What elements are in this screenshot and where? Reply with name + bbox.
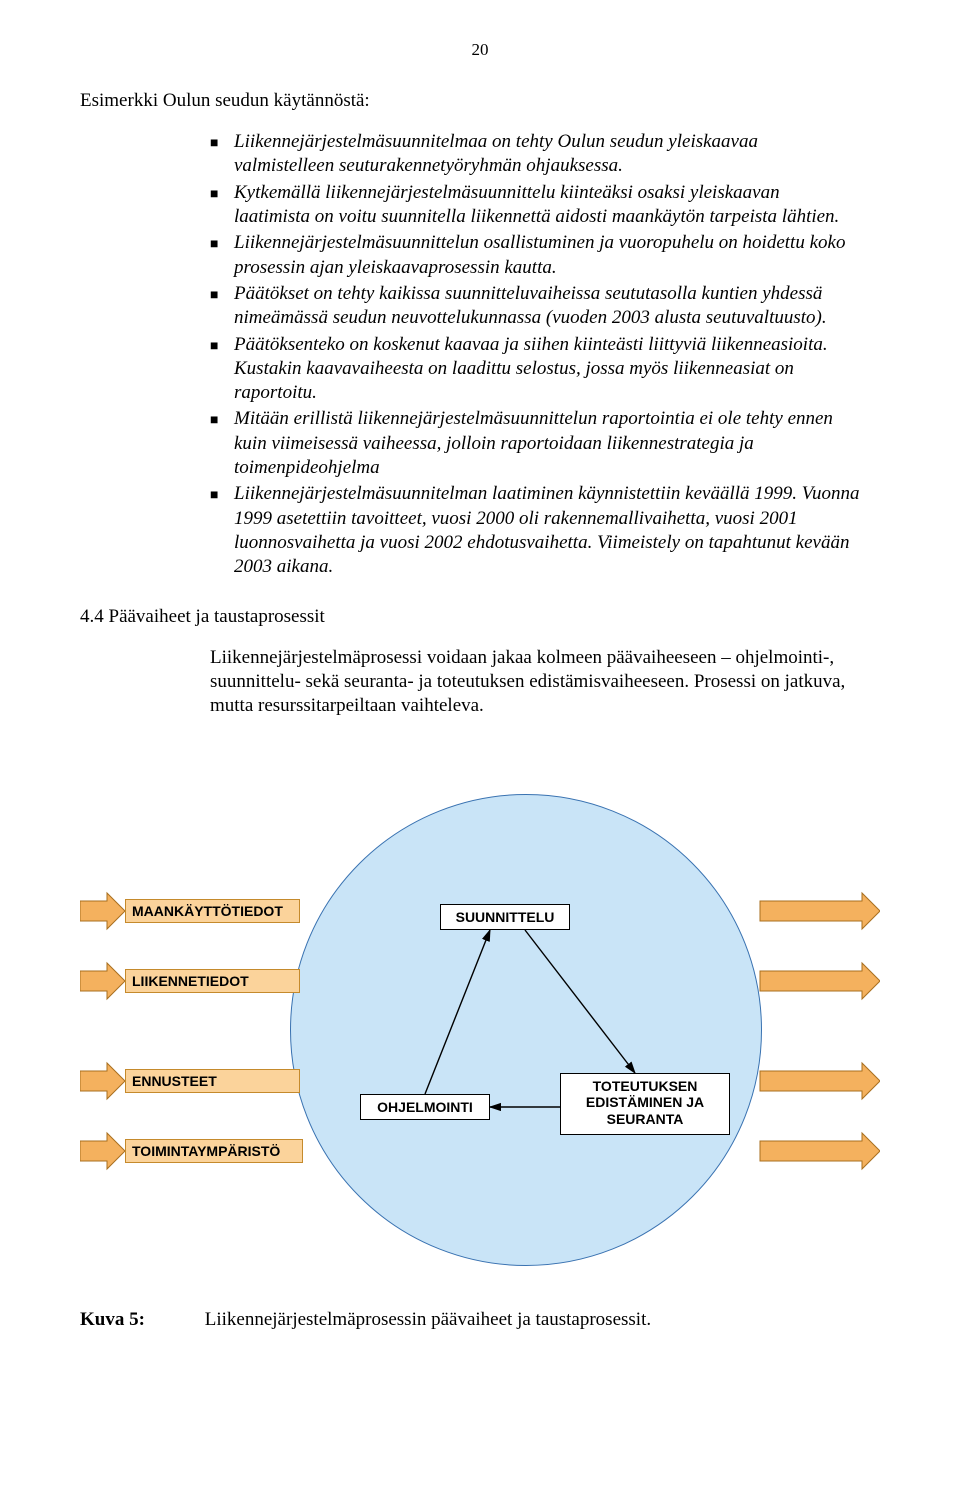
- figure-label: Kuva 5:: [80, 1309, 200, 1331]
- bullet-marker-icon: ■: [210, 231, 234, 280]
- bullet-item: ■Liikennejärjestelmäsuunnittelun osallis…: [210, 231, 860, 280]
- page-number: 20: [80, 40, 880, 60]
- process-diagram: MAANKÄYTTÖTIEDOT LIIKENNETIEDOT ENNUSTEET T…: [80, 749, 880, 1269]
- diagram-input-box: TOIMINTAYMPÄRISTÖ: [125, 1139, 303, 1164]
- page: 20 Esimerkki Oulun seudun käytännöstä: ■…: [0, 0, 960, 1371]
- diagram-input-box: MAANKÄYTTÖTIEDOT: [125, 899, 300, 924]
- diagram-input-box: LIIKENNETIEDOT: [125, 969, 300, 994]
- subsection-heading: 4.4 Päävaiheet ja taustaprosessit: [80, 606, 880, 628]
- bullet-text: Liikennejärjestelmäsuunnitelmaa on tehty…: [234, 130, 860, 179]
- body-paragraph: Liikennejärjestelmäprosessi voidaan jaka…: [210, 646, 860, 719]
- bullet-text: Päätöksenteko on koskenut kaavaa ja siih…: [234, 333, 860, 406]
- example-heading: Esimerkki Oulun seudun käytännöstä:: [80, 90, 880, 112]
- bullet-text: Kytkemällä liikennejärjestelmäsuunnittel…: [234, 181, 860, 230]
- bullet-item: ■Kytkemällä liikennejärjestelmäsuunnitte…: [210, 181, 860, 230]
- bullet-text: Liikennejärjestelmäsuunnitelman laatimin…: [234, 482, 860, 579]
- diagram-node-toteutus: TOTEUTUKSENEDISTÄMINEN JASEURANTA: [560, 1073, 730, 1135]
- bullet-item: ■Päätöksenteko on koskenut kaavaa ja sii…: [210, 333, 860, 406]
- bullet-marker-icon: ■: [210, 282, 234, 331]
- bullet-marker-icon: ■: [210, 407, 234, 480]
- diagram-input-box: ENNUSTEET: [125, 1069, 300, 1094]
- diagram-node-suunnittelu: SUUNNITTELU: [440, 904, 570, 931]
- bullet-text: Liikennejärjestelmäsuunnittelun osallist…: [234, 231, 860, 280]
- bullet-marker-icon: ■: [210, 333, 234, 406]
- bullet-list: ■Liikennejärjestelmäsuunnitelmaa on teht…: [210, 130, 860, 580]
- bullet-text: Mitään erillistä liikennejärjestelmäsuun…: [234, 407, 860, 480]
- bullet-text: Päätökset on tehty kaikissa suunnitteluv…: [234, 282, 860, 331]
- bullet-item: ■Liikennejärjestelmäsuunnitelman laatimi…: [210, 482, 860, 579]
- diagram-node-ohjelmointi: OHJELMOINTI: [360, 1094, 490, 1121]
- bullet-item: ■Päätökset on tehty kaikissa suunnittelu…: [210, 282, 860, 331]
- bullet-marker-icon: ■: [210, 130, 234, 179]
- bullet-item: ■Mitään erillistä liikennejärjestelmäsuu…: [210, 407, 860, 480]
- bullet-marker-icon: ■: [210, 181, 234, 230]
- process-circle: [290, 794, 762, 1266]
- bullet-item: ■Liikennejärjestelmäsuunnitelmaa on teht…: [210, 130, 860, 179]
- figure-text: Liikennejärjestelmäprosessin päävaiheet …: [205, 1309, 651, 1330]
- figure-caption: Kuva 5: Liikennejärjestelmäprosessin pää…: [80, 1309, 880, 1331]
- bullet-marker-icon: ■: [210, 482, 234, 579]
